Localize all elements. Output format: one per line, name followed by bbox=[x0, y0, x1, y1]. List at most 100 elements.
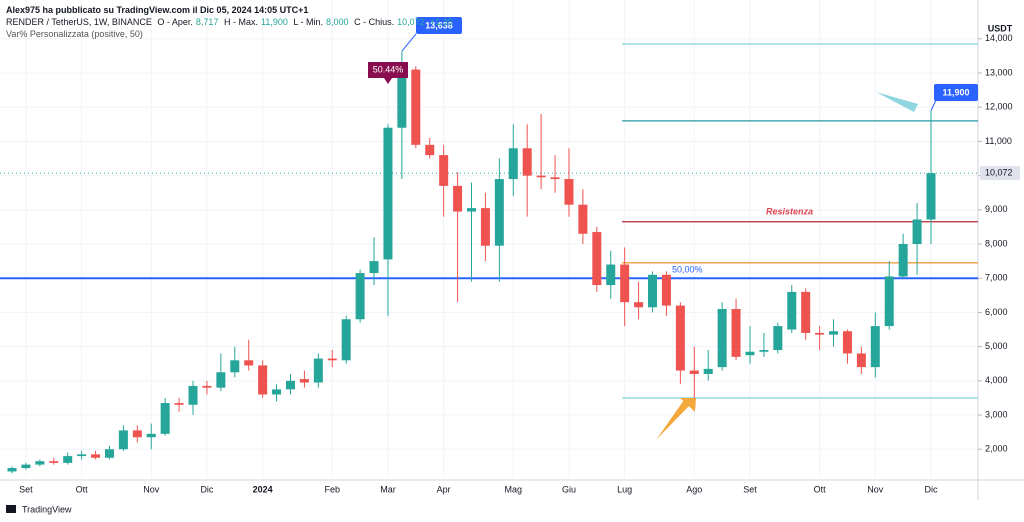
candle bbox=[174, 397, 184, 412]
candle bbox=[467, 182, 476, 282]
candle-body bbox=[870, 326, 880, 368]
plot: 2,000 3,000 4,000 5,000 6,000 7,000 8,000 9,000… bbox=[0, 0, 1020, 494]
candle bbox=[63, 452, 73, 465]
header: Alex975 ha pubblicato su TradingView.com… bbox=[6, 4, 456, 40]
candle bbox=[313, 353, 323, 388]
candle bbox=[118, 425, 128, 451]
candle bbox=[146, 423, 156, 450]
ohlc-label: C - Chius. bbox=[354, 17, 395, 27]
x-tick-label: 2024 bbox=[253, 484, 273, 494]
candle bbox=[341, 315, 351, 364]
candle bbox=[480, 192, 490, 262]
x-tick-label: Set bbox=[743, 484, 757, 494]
candle bbox=[104, 445, 114, 460]
candle-body bbox=[369, 261, 379, 274]
candle bbox=[244, 339, 254, 371]
candle bbox=[132, 425, 142, 443]
candle bbox=[188, 380, 198, 416]
candle bbox=[550, 155, 560, 193]
y-axis-title: USDT bbox=[988, 23, 1013, 33]
candle bbox=[787, 285, 797, 333]
y-tick-label: 4,000 bbox=[985, 375, 1008, 385]
candle-body bbox=[341, 319, 351, 361]
y-tick-label: 2,000 bbox=[985, 444, 1008, 454]
candle bbox=[634, 281, 644, 320]
candle bbox=[898, 233, 908, 279]
candle-body bbox=[327, 358, 337, 361]
candle bbox=[773, 322, 783, 354]
arrow-orange bbox=[652, 400, 690, 444]
ohlc-label: O - Aper. bbox=[157, 17, 193, 27]
candle bbox=[564, 148, 574, 217]
candle bbox=[411, 66, 421, 149]
x-tick-label: Ott bbox=[76, 484, 89, 494]
candle bbox=[21, 462, 31, 470]
candle bbox=[661, 271, 671, 316]
candle bbox=[731, 298, 741, 361]
candle-body bbox=[717, 308, 727, 368]
y-tick-label: 7,000 bbox=[985, 273, 1008, 283]
candle-body bbox=[620, 264, 630, 303]
candle-body bbox=[21, 464, 31, 469]
candle-body bbox=[606, 264, 616, 286]
candle bbox=[327, 350, 337, 368]
candle-body bbox=[829, 331, 839, 335]
candle-body bbox=[634, 302, 644, 308]
candle-body bbox=[77, 454, 87, 457]
logo-mark bbox=[6, 505, 16, 513]
legend-line: RENDER / TetherUS, 1W, BINANCE O - Aper.… bbox=[6, 16, 456, 28]
candle-body bbox=[313, 358, 323, 383]
candle bbox=[578, 189, 588, 245]
candle bbox=[592, 226, 602, 292]
symbol: RENDER / TetherUS, 1W, BINANCE bbox=[6, 17, 152, 27]
candle bbox=[745, 326, 755, 364]
candle bbox=[620, 247, 630, 327]
ohlc-value: 8,000 bbox=[326, 17, 349, 27]
x-tick-label: Nov bbox=[867, 484, 884, 494]
candle-body bbox=[467, 208, 476, 212]
candle-body bbox=[926, 173, 936, 220]
x-tick-label: Ott bbox=[814, 484, 827, 494]
candle bbox=[606, 250, 616, 299]
candle-body bbox=[453, 185, 463, 212]
candle-body bbox=[49, 461, 59, 463]
footer: TradingView bbox=[6, 504, 72, 514]
x-tick-label: Giu bbox=[562, 484, 576, 494]
candle-body bbox=[299, 379, 309, 383]
axis-price-text: 10,072 bbox=[985, 168, 1013, 178]
candle-body bbox=[188, 385, 198, 405]
ohlc-value: 10,072 bbox=[397, 17, 425, 27]
x-tick-label: Set bbox=[19, 484, 33, 494]
candle-body bbox=[285, 380, 295, 390]
candle bbox=[703, 350, 713, 381]
y-tick-label: 5,000 bbox=[985, 341, 1008, 351]
price-callout-text: 11,900 bbox=[942, 87, 969, 97]
candle-body bbox=[202, 385, 212, 388]
percent-callout bbox=[368, 62, 408, 78]
candle-body bbox=[884, 276, 894, 327]
ohlc-label: L - Min. bbox=[293, 17, 324, 27]
y-tick-label: 14,000 bbox=[985, 33, 1013, 43]
ohlc-label: H - Max. bbox=[223, 17, 258, 27]
candle bbox=[272, 384, 282, 402]
candle-body bbox=[91, 454, 101, 458]
candle bbox=[160, 397, 170, 436]
y-tick-label: 11,000 bbox=[985, 136, 1012, 146]
callout-pointer bbox=[930, 99, 937, 111]
candle bbox=[202, 380, 212, 395]
candle bbox=[299, 370, 309, 388]
candle bbox=[285, 373, 295, 395]
y-tick-label: 12,000 bbox=[985, 102, 1013, 112]
x-tick-label: Mag bbox=[505, 484, 523, 494]
candle-body bbox=[536, 175, 546, 178]
arrow-teal bbox=[876, 92, 918, 112]
candle-body bbox=[118, 430, 128, 450]
candle bbox=[648, 271, 658, 313]
candle-body bbox=[856, 353, 866, 368]
candle bbox=[815, 326, 825, 351]
x-tick-label: Dic bbox=[200, 484, 213, 494]
candle bbox=[912, 202, 922, 275]
candle-body bbox=[661, 274, 671, 306]
candle bbox=[425, 137, 435, 159]
candle-body bbox=[522, 148, 532, 176]
